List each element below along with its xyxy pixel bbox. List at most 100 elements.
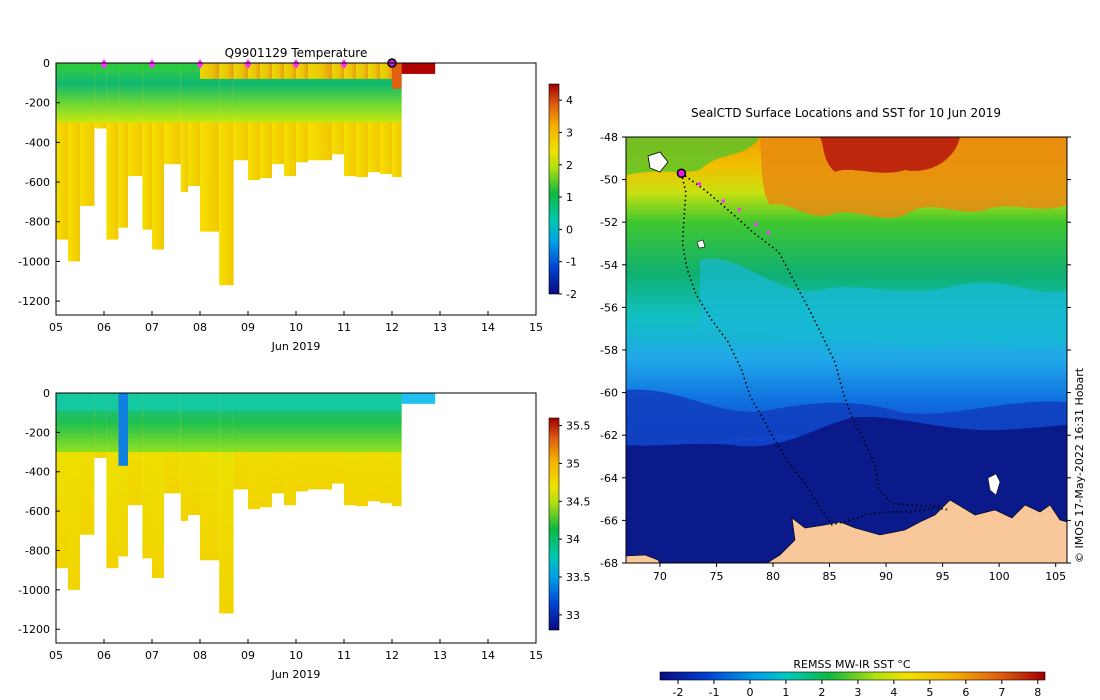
profile-surface-layer: [308, 393, 332, 411]
x-tick-label: 07: [145, 321, 159, 334]
profile-surface-layer: [368, 63, 380, 79]
x-tick-label: 07: [145, 649, 159, 662]
y-tick-label: -600: [25, 176, 50, 189]
profile-surface-layer: [180, 393, 188, 411]
y-tick-label: -400: [25, 136, 50, 149]
profile-surface-layer: [142, 63, 152, 71]
profile-surface-layer: [368, 393, 380, 411]
sst-colorbar-tick-label: -2: [673, 686, 684, 699]
profile-surface-layer: [296, 393, 308, 411]
x-tick-label: 13: [433, 649, 447, 662]
sst-colorbar: [659, 671, 1046, 681]
y-tick-label: -200: [25, 426, 50, 439]
profile-surface-layer: [356, 63, 368, 79]
y-tick-label: -1000: [18, 584, 50, 597]
profile-column: [142, 393, 152, 559]
profile-surface-layer: [344, 63, 356, 79]
sst-colorbar-tick-label: 0: [746, 686, 753, 699]
map-title: SealCTD Surface Locations and SST for 10…: [691, 106, 1001, 120]
profile-surface-layer: [68, 393, 80, 411]
profile-upper-layer: [180, 63, 188, 123]
temperature-colorbar: [548, 83, 560, 295]
lat-tick-label: -64: [600, 472, 618, 485]
x-tick-label: 15: [529, 321, 543, 334]
profile-upper-layer: [106, 63, 119, 123]
x-tick-label: 15: [529, 649, 543, 662]
lat-tick-label: -68: [600, 557, 618, 570]
temperature-section-chart: Q9901129 Temperature 05 06 07 08 09 10 11 12 13 1…: [18, 46, 577, 353]
lat-tick-label: -54: [600, 259, 618, 272]
temperature-y-ticks: 0 -200 -400 -600 -800 -1000 -1200: [18, 57, 60, 308]
lon-tick-label: 90: [879, 570, 893, 583]
profile-upper-layer: [56, 63, 68, 123]
recent-position: [737, 207, 741, 212]
colorbar-tick-label: 33.5: [566, 571, 591, 584]
profile-surface-layer: [392, 393, 402, 411]
profile-upper-layer: [128, 63, 143, 123]
profile-surface-layer: [248, 63, 260, 79]
profile-surface-layer: [296, 63, 308, 79]
profile-column: [142, 63, 152, 230]
sst-colorbar-tick-label: 1: [782, 686, 789, 699]
x-tick-label: 11: [337, 649, 351, 662]
colorbar-tick-label: -1: [566, 256, 577, 269]
profile-surface-layer: [94, 63, 107, 71]
x-tick-label: 05: [49, 649, 63, 662]
profile-column: [180, 393, 188, 521]
profile-upper-layer: [94, 63, 107, 123]
salinity-x-label: Jun 2019: [271, 668, 321, 681]
profile-column: [180, 63, 188, 192]
map-lat-ticks: -48 -50 -52 -54 -56 -58 -60 -62 -64 -66 -68: [600, 131, 1071, 570]
sst-colorbar-tick-label: 5: [926, 686, 933, 699]
profile-surface-layer: [118, 63, 128, 71]
temperature-x-label: Jun 2019: [271, 340, 321, 353]
profile-upper-layer: [142, 393, 152, 453]
x-tick-label: 11: [337, 321, 351, 334]
profile-upper-layer: [188, 63, 200, 123]
x-tick-label: 10: [289, 321, 303, 334]
x-tick-label: 12: [385, 649, 399, 662]
colorbar-tick-label: -2: [566, 288, 577, 301]
profile-upper-layer: [180, 393, 188, 453]
profile-surface-layer: [164, 63, 181, 71]
lat-tick-label: -60: [600, 387, 618, 400]
x-tick-label: 14: [481, 649, 495, 662]
profile-surface-layer: [284, 393, 296, 411]
profile-surface-layer: [219, 393, 234, 411]
profile-surface-layer: [380, 63, 392, 79]
lat-tick-label: -50: [600, 174, 618, 187]
sst-colorbar-label: REMSS MW-IR SST °C: [793, 658, 911, 671]
salinity-y-ticks: 0 -200 -400 -600 -800 -1000 -1200: [18, 387, 60, 636]
y-tick-label: -1000: [18, 255, 50, 268]
track-line: [680, 172, 941, 507]
profile-upper-layer: [152, 63, 164, 123]
lat-tick-label: -56: [600, 301, 618, 314]
sst-field: [626, 137, 1067, 563]
temperature-profiles: [56, 63, 436, 286]
profile-column: [118, 393, 128, 557]
profile-warm-surface: [392, 63, 402, 89]
surface-marker: [340, 59, 348, 69]
y-tick-label: -800: [25, 216, 50, 229]
profile-surface-layer: [106, 63, 119, 71]
surface-marker: [100, 59, 108, 69]
y-tick-label: -1200: [18, 623, 50, 636]
profile-surface-layer: [80, 393, 95, 411]
colorbar-tick-label: 3: [566, 126, 573, 139]
profile-surface-layer: [142, 393, 152, 411]
profile-cell: [401, 393, 436, 404]
profile-surface-layer: [260, 63, 272, 79]
profile-upper-layer: [164, 63, 181, 123]
lon-tick-label: 85: [823, 570, 837, 583]
profile-surface-layer: [233, 63, 248, 79]
profile-column: [118, 63, 128, 228]
profile-surface-layer: [164, 393, 181, 411]
surface-marker: [196, 59, 204, 69]
x-tick-label: 09: [241, 649, 255, 662]
colorbar-tick-label: 35: [566, 457, 580, 470]
lon-tick-label: 75: [709, 570, 723, 583]
profile-surface-layer: [68, 63, 80, 71]
profile-surface-layer: [332, 393, 344, 411]
profile-surface-layer: [188, 393, 200, 411]
